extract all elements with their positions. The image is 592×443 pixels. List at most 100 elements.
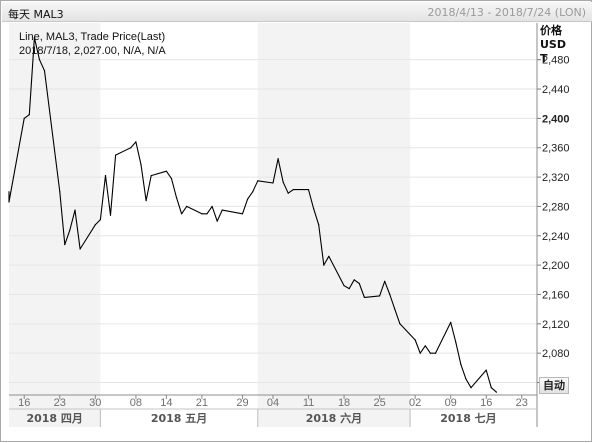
data-point <box>23 117 25 119</box>
data-point <box>241 213 244 215</box>
auto-scale-button[interactable]: 自动 <box>539 377 569 394</box>
data-point <box>384 280 386 282</box>
y-tick-label: 2,360 <box>542 143 570 155</box>
y-tick-label: 2,240 <box>542 231 570 243</box>
month-labels: 2018 四月 2018 五月 2018 六月 2018 七月 <box>26 409 497 427</box>
gridlines <box>9 59 541 384</box>
y-axis-title: 价格 <box>540 23 563 37</box>
data-point <box>353 279 355 281</box>
x-tick-label: 23 <box>54 397 66 409</box>
y-tick-label: 2,160 <box>542 289 570 301</box>
data-point <box>450 321 452 323</box>
x-tick-label: 09 <box>445 397 457 409</box>
x-tick-label: 30 <box>89 397 101 409</box>
data-point <box>460 363 462 365</box>
data-point <box>323 264 325 266</box>
data-point <box>363 296 365 298</box>
data-point <box>328 255 330 257</box>
data-point <box>43 70 46 72</box>
data-point <box>348 288 350 290</box>
x-tick-label: 14 <box>160 397 172 409</box>
data-point <box>455 341 457 343</box>
data-point <box>38 59 41 61</box>
data-point <box>399 323 401 325</box>
x-tick-label: 25 <box>373 397 385 409</box>
x-tick-label: 29 <box>236 397 248 409</box>
data-point <box>165 170 167 172</box>
x-tick-label: 21 <box>196 397 208 409</box>
data-point <box>292 189 294 191</box>
info-line-2: 2018/7/18, 2,027.00, N/A, N/A <box>19 45 166 57</box>
data-point <box>115 154 117 156</box>
x-tick-label: 04 <box>267 397 279 409</box>
data-point <box>252 191 254 193</box>
data-point <box>94 224 96 226</box>
data-point <box>414 339 416 341</box>
data-point <box>419 352 421 354</box>
month-label: 2018 五月 <box>151 412 207 425</box>
y-tick-label: 2,080 <box>542 348 570 360</box>
data-point <box>282 181 284 183</box>
title-bar: 每天 MAL3 2018/4/13 - 2018/7/24 (LON) <box>2 2 592 22</box>
data-point <box>64 244 66 246</box>
data-point <box>358 282 360 285</box>
data-point <box>313 208 315 210</box>
data-point <box>318 224 320 226</box>
data-point <box>69 229 71 231</box>
data-point <box>33 37 36 39</box>
series-layer <box>8 37 497 393</box>
data-point <box>429 352 431 354</box>
data-point <box>109 214 112 216</box>
data-point <box>59 191 61 193</box>
data-point <box>277 158 279 160</box>
data-point <box>150 175 152 177</box>
data-point <box>495 391 497 393</box>
data-point <box>170 178 173 180</box>
data-point <box>221 209 223 211</box>
data-point <box>28 114 30 116</box>
data-point <box>181 213 183 215</box>
month-band <box>9 23 101 427</box>
data-point <box>104 175 107 177</box>
data-point <box>8 191 10 193</box>
data-point <box>74 209 76 211</box>
data-point <box>424 345 426 347</box>
data-point <box>130 147 132 149</box>
y-tick-label: 2,440 <box>542 84 570 96</box>
x-tick-label: 02 <box>409 397 421 409</box>
data-point <box>465 378 467 380</box>
data-point <box>145 200 147 202</box>
data-point <box>8 201 10 203</box>
month-bands <box>9 23 411 427</box>
data-point <box>434 352 437 354</box>
x-tick-label: 16 <box>480 397 492 409</box>
data-point <box>389 293 391 296</box>
x-tick-label: 23 <box>516 397 528 409</box>
y-tick-label: 2,200 <box>542 260 570 272</box>
data-point <box>175 197 178 199</box>
data-point <box>307 189 310 191</box>
data-point <box>272 182 274 184</box>
month-band <box>257 23 411 427</box>
data-point <box>470 387 472 389</box>
data-point <box>99 219 101 221</box>
data-point <box>379 295 381 297</box>
y-tick-label: 2,120 <box>542 319 570 331</box>
data-point <box>206 213 208 215</box>
data-point <box>343 285 345 287</box>
chart-title: 每天 MAL3 <box>8 8 64 21</box>
data-point <box>490 387 492 389</box>
y-tick-label: 2,400 <box>542 113 570 125</box>
data-point <box>186 205 188 207</box>
x-tick-label: 08 <box>130 397 142 409</box>
month-label: 2018 六月 <box>306 411 362 425</box>
data-point <box>485 369 487 371</box>
x-tick-label: 11 <box>303 397 314 409</box>
info-line-1: Line, MAL3, Trade Price(Last) <box>19 31 165 43</box>
month-label: 2018 四月 <box>26 412 82 425</box>
data-point <box>287 192 289 194</box>
data-point <box>216 220 218 222</box>
y-tick-label: 2,320 <box>542 172 570 184</box>
